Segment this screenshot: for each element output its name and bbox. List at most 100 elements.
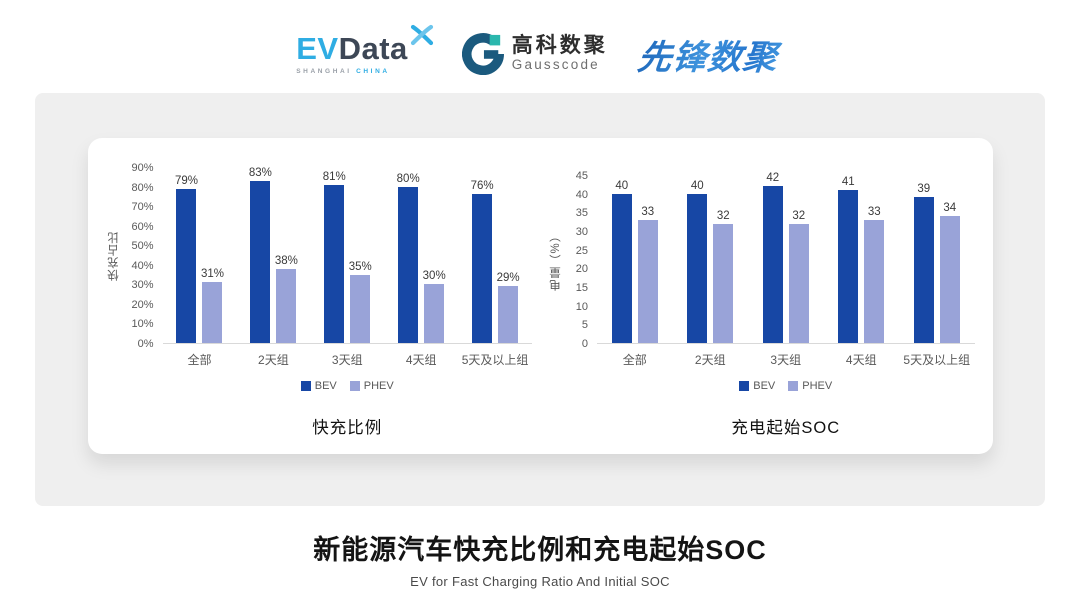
bar-value-label: 41 — [841, 175, 855, 188]
bar-group: 79% 31% — [163, 175, 237, 343]
bev-bar-column: 83% — [248, 166, 272, 343]
bar-group: 40 33 — [597, 180, 673, 343]
legend-item-bev: BEV — [300, 380, 337, 392]
y-axis-ticks: 45 40 35 30 25 20 15 10 5 0 — [564, 170, 588, 350]
x-category-label: 全部 — [622, 353, 647, 367]
y-tick-label: 35 — [575, 207, 588, 220]
chart-subtitle: 快充比例 — [312, 419, 383, 437]
bar-value-label: 29% — [496, 272, 520, 285]
y-tick-label: 70% — [131, 201, 154, 214]
phev-bar-column: 33 — [637, 205, 658, 343]
bar-value-label: 30% — [422, 270, 446, 283]
bar-value-label: 34 — [943, 202, 957, 215]
chart-panel: 快充占比 90% 80% 70% 60% 50% 40% 30% 20% 10% 0% 79% 31% 8… — [35, 93, 1045, 506]
y-axis-title: 电量（%） — [550, 229, 562, 291]
x-axis: 全部 2天组 3天组 4天组 5天及以上组 — [548, 351, 975, 368]
y-axis-title: 快充占比 — [107, 231, 120, 281]
bar-group: 83% 38% — [236, 167, 310, 343]
x-category-label: 3天组 — [331, 353, 363, 367]
chart-initial-soc: 电量（%） 45 40 35 30 25 20 15 10 5 0 40 33 40 32 42 32 41 33 3… — [540, 138, 983, 454]
phev-bar — [713, 223, 734, 343]
bar-value-label: 32 — [792, 209, 806, 222]
bev-legend-swatch — [300, 381, 311, 391]
y-tick-label: 20 — [575, 263, 588, 276]
phev-bar-column: 38% — [274, 254, 298, 343]
y-tick-label: 30 — [575, 226, 588, 238]
gausscode-text: 高科数聚 Gausscode — [512, 34, 608, 73]
bar-value-label: 32 — [716, 209, 730, 222]
bev-bar — [762, 186, 783, 343]
x-category-label: 2天组 — [694, 353, 726, 367]
phev-bar-column: 33 — [864, 205, 885, 343]
x-axis-spacer — [106, 351, 163, 368]
gausscode-logo: 高科数聚 Gausscode — [461, 33, 608, 75]
y-tick-label: 45 — [575, 170, 588, 182]
phev-bar — [637, 219, 658, 343]
x-axis-spacer — [548, 351, 597, 368]
bar-value-label: 33 — [867, 205, 881, 218]
y-tick-label: 20% — [131, 298, 154, 311]
bar-value-label: 81% — [322, 170, 346, 183]
legend: BEV PHEV — [597, 380, 975, 392]
legend-item-bev: BEV — [739, 380, 775, 392]
evdata-logo: EVData SHANGHAI CHINA — [296, 24, 433, 75]
evdata-subtext: SHANGHAI CHINA — [296, 68, 389, 75]
evdata-china-text: CHINA — [356, 68, 390, 75]
chart-subtitle: 充电起始SOC — [731, 419, 841, 437]
bev-bar-column: 39 — [913, 183, 934, 343]
legend-label: PHEV — [363, 380, 394, 392]
bev-bar — [611, 193, 632, 343]
legend-label: PHEV — [802, 380, 833, 392]
bar-group: 39 34 — [899, 183, 975, 343]
bars-area: 79% 31% 83% 38% 81% 35% 80% 30% 76% 29% — [162, 167, 532, 344]
bars-area: 40 33 40 32 42 32 41 33 39 34 — [597, 172, 975, 344]
x-category-label: 5天及以上组 — [903, 353, 971, 367]
y-tick-label: 0% — [137, 338, 154, 350]
plot-area: 快充占比 90% 80% 70% 60% 50% 40% 30% 20% 10% 0% 79% 31% 8… — [106, 162, 532, 350]
bev-bar — [472, 194, 493, 343]
phev-bar-column: 31% — [201, 268, 224, 343]
phev-bar — [788, 223, 809, 343]
plot-area: 电量（%） 45 40 35 30 25 20 15 10 5 0 40 33 40 32 42 32 41 33 3… — [548, 170, 975, 350]
phev-bar — [864, 219, 885, 343]
bar-value-label: 38% — [274, 254, 298, 267]
legend: BEV PHEV — [163, 380, 533, 392]
x-category-label: 2天组 — [258, 353, 289, 367]
y-axis-ticks: 90% 80% 70% 60% 50% 40% 30% 20% 10% 0% — [122, 162, 154, 350]
y-tick-label: 15 — [575, 282, 588, 294]
phev-bar-column: 35% — [349, 261, 372, 343]
bev-bar — [687, 193, 708, 343]
bar-value-label: 80% — [396, 172, 420, 185]
phev-legend-swatch — [788, 381, 799, 391]
y-tick-label: 0 — [581, 338, 588, 350]
x-category-label: 3天组 — [770, 353, 802, 367]
bar-value-label: 83% — [248, 166, 272, 179]
chart-card: 快充占比 90% 80% 70% 60% 50% 40% 30% 20% 10% 0% 79% 31% 8… — [87, 138, 993, 454]
evdata-ev-text: EV — [296, 31, 339, 66]
phev-bar-column: 30% — [422, 270, 446, 343]
y-tick-label: 30% — [131, 279, 154, 292]
bev-bar — [324, 184, 345, 343]
phev-bar — [424, 284, 445, 343]
y-tick-label: 10 — [575, 300, 588, 313]
bev-bar-column: 41 — [838, 175, 859, 343]
x-category-labels: 全部 2天组 3天组 4天组 5天及以上组 — [163, 351, 533, 368]
bev-bar-column: 81% — [322, 170, 346, 343]
x-category-label: 全部 — [187, 353, 212, 367]
x-category-labels: 全部 2天组 3天组 4天组 5天及以上组 — [597, 351, 975, 368]
bev-bar-column: 80% — [396, 172, 420, 343]
gausscode-g-icon — [461, 33, 504, 75]
bar-group: 80% 30% — [384, 173, 458, 343]
bar-value-label: 33 — [641, 205, 655, 218]
y-tick-label: 40% — [131, 259, 154, 272]
phev-bar-column: 32 — [788, 209, 809, 343]
xianfeng-logo: 先锋数聚 — [635, 30, 786, 79]
bev-bar-column: 79% — [175, 175, 198, 343]
phev-bar — [202, 282, 223, 343]
bev-bar-column: 42 — [762, 172, 783, 343]
legend-label: BEV — [753, 380, 776, 392]
bar-group: 40 32 — [673, 180, 749, 343]
bar-value-label: 40 — [615, 179, 629, 192]
evdata-data-text: Data — [338, 31, 408, 66]
bev-bar-column: 40 — [687, 180, 708, 343]
